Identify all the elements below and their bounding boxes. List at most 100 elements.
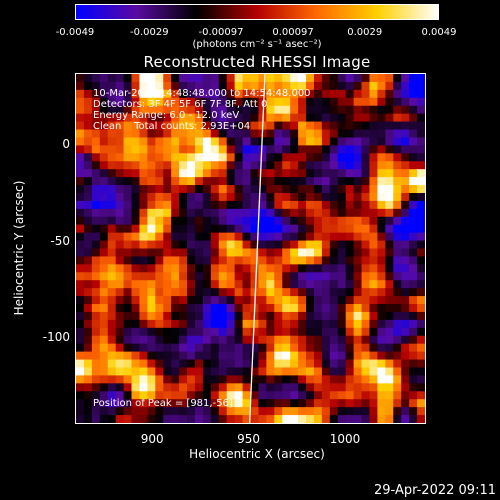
heatmap-cell — [298, 280, 307, 289]
heatmap-cell — [337, 208, 347, 218]
heatmap-cell — [179, 359, 188, 369]
heatmap-cell — [393, 399, 402, 408]
heatmap-cell — [187, 311, 196, 321]
heatmap-cell — [202, 185, 212, 194]
heatmap-cell — [266, 335, 275, 345]
heatmap-cell — [250, 145, 260, 154]
heatmap-cell — [123, 105, 133, 115]
heatmap-cell — [321, 74, 331, 83]
heatmap-cell — [337, 359, 347, 369]
heatmap-cell — [393, 351, 402, 361]
heatmap-cell — [163, 383, 172, 392]
heatmap-cell — [155, 407, 164, 416]
heatmap-cell — [155, 304, 164, 313]
heatmap-cell — [179, 256, 188, 265]
heatmap-cell — [290, 359, 299, 369]
heatmap-cell — [258, 367, 267, 377]
heatmap-cell — [202, 375, 212, 384]
heatmap-cell — [353, 383, 363, 392]
heatmap-cell — [313, 185, 323, 194]
heatmap-cell — [123, 327, 133, 337]
heatmap-cell — [147, 240, 156, 250]
heatmap-cell — [266, 391, 275, 400]
heatmap-cell — [226, 304, 236, 313]
heatmap-cell — [202, 296, 212, 305]
heatmap-cell — [409, 113, 418, 123]
heatmap-cell — [99, 216, 109, 226]
heatmap-cell — [147, 415, 156, 423]
heatmap-cell — [76, 192, 85, 202]
heatmap-cell — [290, 351, 299, 361]
heatmap-cell — [321, 407, 331, 416]
heatmap-cell — [329, 327, 339, 337]
heatmap-cell — [250, 208, 260, 218]
heatmap-cell — [226, 161, 236, 170]
heatmap-cell — [393, 89, 402, 99]
heatmap-cell — [409, 319, 418, 329]
heatmap-cell — [171, 256, 180, 265]
heatmap-cell — [210, 311, 220, 321]
heatmap-cell — [290, 216, 299, 226]
heatmap-cell — [83, 145, 93, 154]
heatmap-cell — [131, 137, 141, 146]
heatmap-cell — [353, 351, 363, 361]
heatmap-cell — [250, 335, 260, 345]
heatmap-cell — [155, 105, 164, 115]
heatmap-cell — [91, 240, 101, 250]
heatmap-cell — [147, 153, 156, 162]
heatmap-cell — [353, 74, 363, 83]
heatmap-cell — [298, 169, 307, 178]
heatmap-cell — [282, 311, 291, 321]
heatmap-cell — [234, 367, 244, 377]
heatmap-cell — [282, 121, 291, 131]
heatmap-cell — [306, 319, 315, 329]
heatmap-cell — [385, 311, 394, 321]
heatmap-cell — [266, 367, 275, 377]
heatmap-cell — [417, 113, 425, 123]
heatmap-cell — [298, 240, 307, 250]
heatmap-cell — [83, 185, 93, 194]
heatmap-cell — [115, 359, 125, 369]
heatmap-cell — [337, 177, 347, 186]
heatmap-cell — [202, 288, 212, 297]
heatmap-cell — [377, 74, 386, 83]
heatmap-cell — [274, 367, 283, 377]
heatmap-cell — [210, 327, 220, 337]
heatmap-cell — [83, 327, 93, 337]
time-range-text: 10-Mar-2004 14:48:48.000 to 14:54:48.000 — [93, 88, 311, 99]
heatmap-cell — [361, 304, 371, 313]
heatmap-cell — [306, 335, 315, 345]
heatmap-cell — [210, 89, 220, 99]
heatmap-cell — [385, 415, 394, 423]
heatmap-cell — [99, 177, 109, 186]
heatmap-cell — [226, 264, 236, 273]
heatmap-cell — [401, 200, 410, 210]
heatmap-cell — [139, 232, 148, 242]
heatmap-cell — [91, 89, 101, 99]
heatmap-cell — [76, 200, 85, 210]
heatmap-cell — [258, 256, 267, 265]
heatmap-cell — [210, 240, 220, 250]
heatmap-cell — [210, 296, 220, 305]
heatmap-cell — [417, 359, 425, 369]
heatmap-cell — [226, 200, 236, 210]
heatmap-cell — [187, 240, 196, 250]
heatmap-cell — [163, 105, 172, 115]
heatmap-cell — [115, 335, 125, 345]
heatmap-cell — [123, 200, 133, 210]
heatmap-cell — [202, 89, 212, 99]
heatmap-cell — [171, 359, 180, 369]
heatmap-cell — [99, 74, 109, 83]
heatmap-cell — [194, 89, 204, 99]
heatmap-cell — [187, 105, 196, 115]
heatmap-cell — [155, 367, 164, 377]
heatmap-cell — [242, 335, 252, 345]
heatmap-cell — [163, 304, 172, 313]
heatmap-cell — [115, 351, 125, 361]
heatmap-cell — [401, 351, 410, 361]
heatmap-cell — [242, 272, 252, 281]
heatmap-cell — [147, 327, 156, 337]
heatmap-cell — [274, 97, 283, 107]
heatmap-cell — [83, 129, 93, 139]
heatmap-cell — [258, 248, 267, 258]
